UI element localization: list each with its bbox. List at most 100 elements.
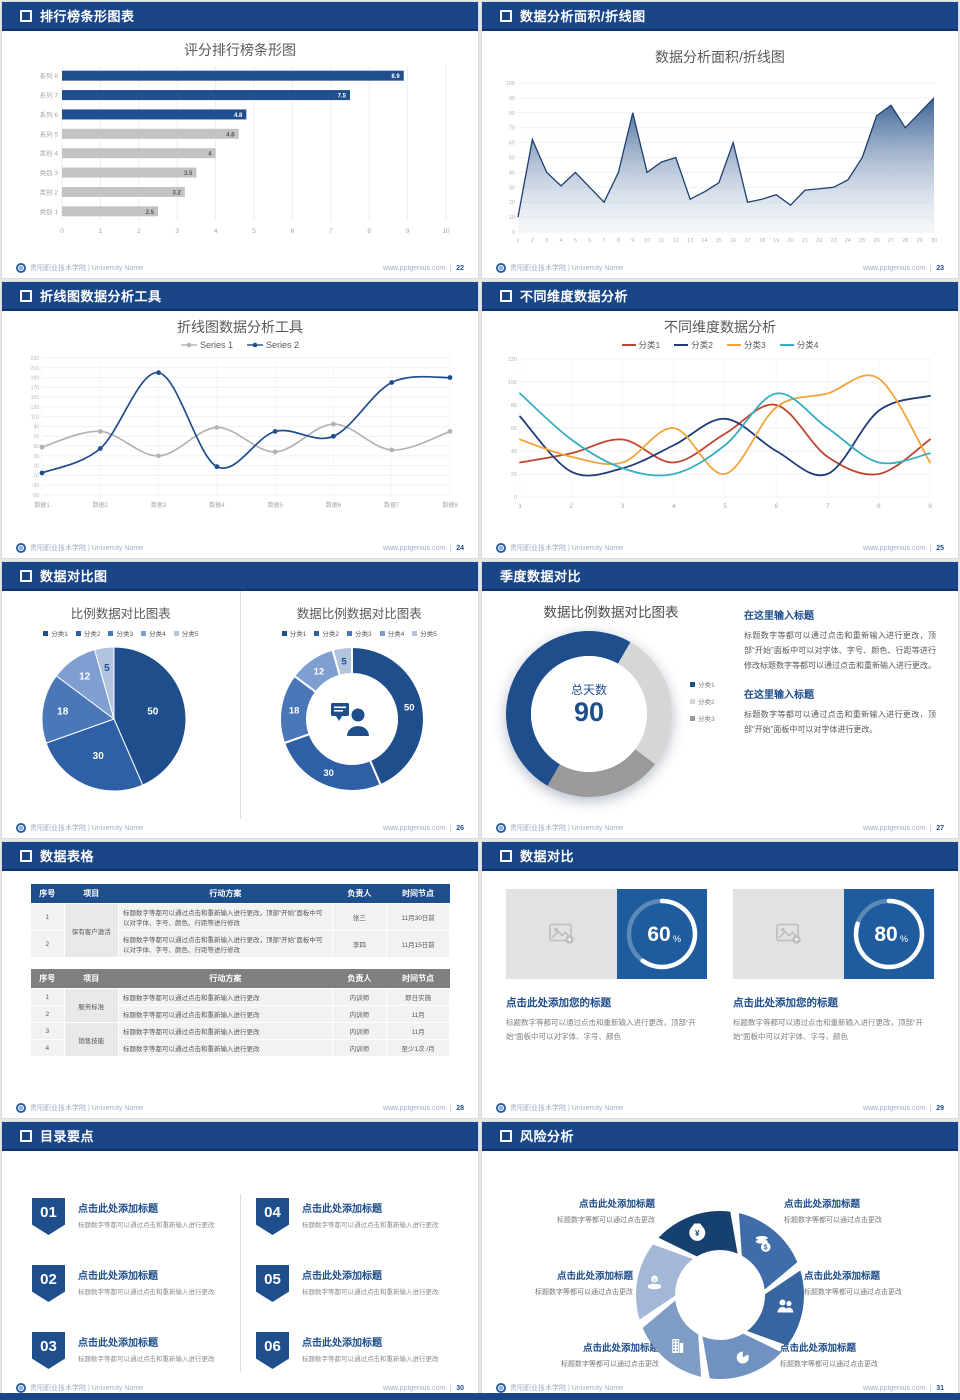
svg-text:29: 29: [917, 238, 923, 244]
svg-text:4: 4: [560, 238, 563, 244]
svg-text:10: 10: [33, 464, 39, 470]
site-url: www.pptgenius.com: [862, 824, 926, 832]
compare-card: 80% 点击此处添加您的标题 标题数字等都可以通过点击和重新输入进行更改，顶部“…: [733, 889, 934, 1099]
number-badge: 01: [32, 1198, 65, 1235]
svg-text:190: 190: [31, 376, 40, 382]
slide-title: 数据对比: [520, 849, 575, 864]
slide-footer: 贵阳职业技术学院 | University Name www.pptgenius…: [16, 1102, 464, 1114]
slide-footer: 贵阳职业技术学院 | University Name www.pptgenius…: [16, 1382, 464, 1394]
slide-footer: 贵阳职业技术学院 | University Name www.pptgenius…: [496, 542, 944, 554]
cell-no: 2: [30, 1005, 65, 1023]
slide-thumbnail-28[interactable]: 数据表格 序号 项目 行动方案 负责人 时间节点 1 保有客户激活 标题数字等都…: [2, 842, 478, 1118]
site-url: www.pptgenius.com: [382, 1384, 446, 1392]
svg-text:系列 7: 系列 7: [40, 91, 59, 100]
slide-title: 折线图数据分析工具: [40, 289, 162, 304]
legend-item: 分类3: [346, 628, 372, 638]
slide-thumbnail-31[interactable]: 风险分析 点击此处添加标题 标题数字等都可以通过点击更改 点击此处添加标题 标题…: [482, 1122, 958, 1398]
school-logo-icon: [16, 823, 26, 833]
svg-text:130: 130: [31, 405, 40, 411]
svg-text:8: 8: [617, 238, 620, 244]
site-url: www.pptgenius.com: [862, 1384, 926, 1392]
toc-item: 06 点击此处添加标题 标题数字等都可以通过点击和重新输入进行更改: [256, 1326, 478, 1390]
svg-text:5: 5: [104, 663, 110, 674]
svg-text:4: 4: [208, 152, 212, 158]
slide-thumbnail-22[interactable]: 排行榜条形图表 评分排行榜条形图 0 1 2 3 4 5 6 7 8 9 10 系列 8 8.9 系列 7…: [2, 2, 478, 278]
item-desc: 标题数字等都可以通过点击和重新输入进行更改: [302, 1356, 439, 1363]
area-line-chart: 0 10 20 30 40 50 60 70 80 90 100 1 2 3 4 5 6 7 8 9 10 11 12 13 1…: [498, 77, 942, 245]
svg-text:50: 50: [404, 703, 415, 714]
slide-title: 季度数据对比: [500, 569, 582, 584]
svg-text:12: 12: [673, 238, 679, 244]
svg-text:数据6: 数据6: [326, 501, 342, 509]
risk-label: 点击此处添加标题 标题数字等都可以通过点击更改: [500, 1196, 655, 1225]
svg-text:1: 1: [518, 503, 522, 510]
svg-text:¥: ¥: [653, 1277, 656, 1282]
cell-owner: 内训师: [331, 988, 388, 1006]
slide-footer: 贵阳职业技术学院 | University Name www.pptgenius…: [496, 1382, 944, 1394]
slide-title: 目录要点: [40, 1129, 95, 1144]
svg-text:数据1: 数据1: [34, 501, 50, 509]
svg-text:70: 70: [509, 126, 515, 132]
svg-text:20: 20: [511, 472, 517, 478]
svg-text:0: 0: [512, 230, 515, 236]
slide-thumbnail-30[interactable]: 目录要点 01 点击此处添加标题 标题数字等都可以通过点击和重新输入进行更改 0…: [2, 1122, 478, 1398]
svg-text:100: 100: [508, 380, 517, 386]
card-body: 标题数字等都可以通过点击和重新输入进行更改，顶部“开始”面板中可以对字体、字号、…: [506, 1018, 696, 1041]
svg-text:3: 3: [621, 503, 625, 510]
cell-no: 3: [30, 1022, 65, 1040]
cell-project: 服务标准: [63, 988, 119, 1023]
svg-text:2: 2: [569, 503, 573, 510]
school-logo-icon: [496, 1103, 506, 1113]
slide-thumbnail-26[interactable]: 数据对比图 比例数据对比图表 分类1 分类2 分类3 分类4 分类5 50 30 18 12 5…: [2, 562, 478, 838]
cell-plan: 标题数字等都可以通过点击和重新输入进行更改: [117, 1039, 333, 1057]
cell-plan: 标题数字等都可以通过点击和重新输入进行更改: [117, 1022, 333, 1040]
school-logo-icon: [496, 543, 506, 553]
cell-plan: 标题数字等都可以通过点击和重新输入进行更改: [117, 988, 333, 1006]
svg-text:数据7: 数据7: [384, 501, 400, 509]
svg-text:210: 210: [31, 366, 40, 372]
svg-text:20: 20: [787, 238, 793, 244]
svg-text:5: 5: [342, 657, 348, 668]
svg-text:7: 7: [826, 503, 830, 510]
item-title: 点击此处添加标题: [582, 1343, 659, 1354]
slide-thumbnail-23[interactable]: 数据分析面积/折线图 数据分析面积/折线图 0 10 20 30 40 50 60 70 80 9…: [482, 2, 958, 278]
section-body: 标题数字等都可以通过点击和重新输入进行更改，顶部“开始”面板中可以对字体进行更改…: [744, 710, 936, 735]
slide-header: 数据表格: [2, 842, 478, 871]
slide-thumbnail-24[interactable]: 折线图数据分析工具 折线图数据分析工具 Series 1 Series 2 -50…: [2, 282, 478, 558]
image-icon: [775, 923, 802, 945]
svg-text:系列 6: 系列 6: [40, 110, 59, 119]
school-name: 贵阳职业技术学院 | University Name: [510, 1105, 624, 1112]
svg-text:4.6: 4.6: [226, 132, 235, 138]
legend-item: 分类5: [173, 628, 198, 638]
col-header: 序号: [30, 884, 65, 904]
svg-text:6: 6: [291, 228, 295, 235]
section-title: 在这里输入标题: [744, 690, 814, 702]
slide-header: 数据对比: [482, 842, 958, 871]
slide-thumbnail-25[interactable]: 不同维度数据分析 不同维度数据分析 分类1 分类2 分类3 分类4 0 20 40 60 80…: [482, 282, 958, 558]
svg-text:3.5: 3.5: [184, 171, 193, 177]
svg-text:3: 3: [545, 238, 548, 244]
col-header: 行动方案: [118, 969, 333, 989]
svg-text:50: 50: [147, 706, 159, 717]
svg-text:7.5: 7.5: [338, 94, 347, 100]
school-name: 贵阳职业技术学院 | University Name: [510, 1385, 624, 1392]
svg-text:9: 9: [631, 238, 634, 244]
svg-text:11: 11: [659, 238, 665, 244]
item-title: 点击此处添加标题: [78, 1204, 158, 1215]
svg-text:-30: -30: [32, 483, 39, 489]
item-desc: 标题数字等都可以通过点击和重新输入进行更改: [78, 1289, 215, 1296]
item-title: 点击此处添加标题: [302, 1204, 382, 1215]
next-row-slide-edge: [0, 1393, 960, 1400]
item-title: 点击此处添加标题: [302, 1271, 382, 1282]
school-name: 贵阳职业技术学院 | University Name: [30, 1385, 144, 1392]
site-url: www.pptgenius.com: [382, 544, 446, 552]
slide-thumbnail-29[interactable]: 数据对比 60% 点击此处添加您的标题 标题数字等都可以通过点击和重新输入进行更…: [482, 842, 958, 1118]
risk-pinwheel-diagram: ¥ $ ¥: [610, 1204, 830, 1386]
school-name: 贵阳职业技术学院 | University Name: [30, 1105, 144, 1112]
svg-text:¥: ¥: [695, 1229, 700, 1238]
legend-item: 分类4: [141, 628, 166, 638]
slide-header: 目录要点: [2, 1122, 478, 1151]
school-logo-icon: [496, 1383, 506, 1393]
slide-thumbnail-27[interactable]: 季度数据对比 数据比例数据对比图表 总天数 90 分类1 分类2 分类3 在这里输入…: [482, 562, 958, 838]
